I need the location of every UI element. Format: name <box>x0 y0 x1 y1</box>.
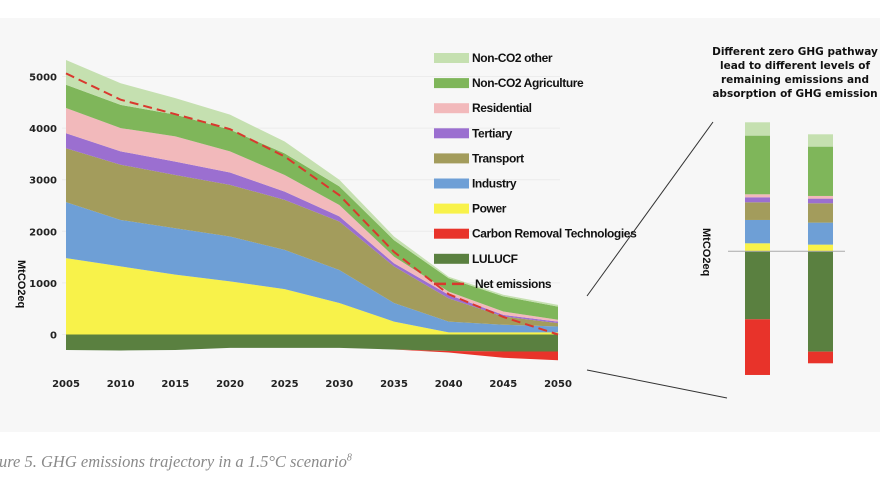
caption-text: ure 5. GHG emissions trajectory in a 1.5… <box>0 452 347 471</box>
legend-swatch <box>434 128 469 139</box>
legend-swatch <box>434 103 469 114</box>
bar-segment-carbon-removal-technologies <box>808 351 833 364</box>
area-power <box>66 258 558 335</box>
footnote-ref: 8 <box>346 452 352 464</box>
y-tick-label: 2000 <box>29 227 57 238</box>
area-industry <box>66 202 558 333</box>
area-tertiary <box>66 133 558 324</box>
bar-segment-transport <box>745 202 770 220</box>
bar-segment-power <box>808 244 833 252</box>
x-tick-label: 2035 <box>380 379 408 390</box>
y-tick-label: 3000 <box>29 176 57 187</box>
legend-label: Power <box>472 202 507 216</box>
x-tick-label: 2030 <box>325 379 353 390</box>
legend-label: Transport <box>472 151 524 165</box>
bar-segment-lulucf <box>745 251 770 320</box>
bar-segment-residential <box>808 195 833 199</box>
legend-swatch <box>434 153 469 164</box>
legend-swatch <box>434 78 469 89</box>
legend-swatch <box>434 228 469 239</box>
legend-label: Carbon Removal Technologies <box>472 227 637 241</box>
bar-segment-carbon-removal-technologies <box>745 319 770 375</box>
bar-segment-power <box>745 243 770 252</box>
legend-label: LULUCF <box>472 252 518 266</box>
x-tick-label: 2015 <box>161 379 189 390</box>
bar-segment-transport <box>808 203 833 223</box>
connector-line-bottom <box>586 369 728 399</box>
legend-label: Non-CO2 Agriculture <box>472 76 584 90</box>
legend-swatch <box>434 53 469 63</box>
legend-label: Non-CO2 other <box>472 51 553 65</box>
figure-caption: ure 5. GHG emissions trajectory in a 1.5… <box>0 452 352 472</box>
right-title-line: lead to different levels of <box>720 60 870 72</box>
legend-label: Tertiary <box>472 126 513 140</box>
bar-segment-lulucf <box>808 251 833 352</box>
legend-swatch <box>434 203 469 214</box>
legend-label: Net emissions <box>475 277 552 291</box>
right-title-line: Different zero GHG pathway <box>712 46 878 58</box>
bar-segment-tertiary <box>745 197 770 203</box>
connector-line-top <box>586 121 714 297</box>
area-transport <box>66 148 558 327</box>
bar-segment-non-co2-other <box>745 122 770 136</box>
right-title-line: absorption of GHG emission <box>712 88 877 100</box>
x-tick-label: 2050 <box>544 379 572 390</box>
x-tick-label: 2020 <box>216 379 244 390</box>
bar-segment-tertiary <box>808 198 833 204</box>
bar-segment-non-co2-agriculture <box>745 135 770 195</box>
x-tick-label: 2040 <box>435 379 463 390</box>
legend-swatch <box>434 253 469 264</box>
bar-segment-industry <box>745 219 770 244</box>
x-tick-label: 2005 <box>52 379 80 390</box>
y-axis-label: MtCO2eq <box>15 260 27 308</box>
area-non-co2-other <box>66 59 558 307</box>
y-tick-label: 5000 <box>29 73 57 84</box>
bar-segment-non-co2-agriculture <box>808 146 833 196</box>
bar-segment-industry <box>808 222 833 245</box>
legend-swatch <box>434 178 469 189</box>
area-lulucf <box>66 334 558 352</box>
right-y-axis-label: MtCO2eq <box>700 228 712 276</box>
y-tick-label: 4000 <box>29 124 57 135</box>
y-tick-label: 1000 <box>29 279 57 290</box>
x-tick-label: 2010 <box>107 379 135 390</box>
area-residential <box>66 107 558 322</box>
area-carbon-removal-technologies <box>66 347 558 361</box>
bar-segment-non-co2-other <box>808 134 833 147</box>
right-title-line: remaining emissions and <box>721 74 869 86</box>
y-tick-label: 0 <box>50 331 57 342</box>
bar-segment-residential <box>745 194 770 198</box>
net-emissions-line <box>65 72 559 336</box>
legend-label: Residential <box>472 101 532 115</box>
legend-label: Industry <box>472 177 517 191</box>
x-tick-label: 2025 <box>271 379 299 390</box>
x-tick-label: 2045 <box>489 379 517 390</box>
area-non-co2-agriculture <box>66 84 558 320</box>
